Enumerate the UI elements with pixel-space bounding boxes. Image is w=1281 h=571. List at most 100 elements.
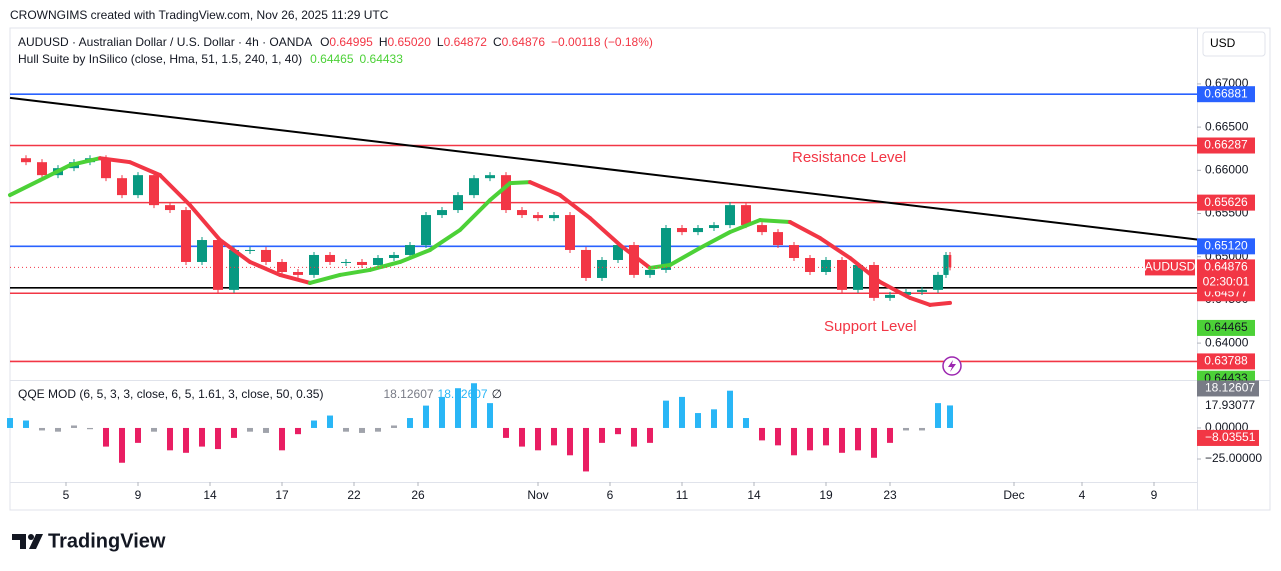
level-tag-label: 0.63788 [1204,354,1248,368]
value-tag [1197,429,1259,446]
candle [357,261,367,265]
candle [405,245,415,255]
value-tag-label: 17.93077 [1205,398,1255,412]
candle [389,254,399,258]
histogram-bar [567,427,573,456]
candle [645,269,655,275]
level-tag-label: 0.66881 [1204,86,1248,100]
hull-segment [8,178,42,198]
candle [197,240,207,262]
candle [565,215,575,250]
candle [501,175,511,211]
resistance-label: Resistance Level [792,149,906,166]
hull-segment [848,255,882,284]
histogram-bar [231,427,237,438]
histogram-bar [471,383,477,428]
candle [229,249,239,290]
candle [837,259,847,290]
indicator-legend: Hull Suite by InSilico (close, Hma, 51, … [18,52,409,66]
histogram-bar [439,396,445,428]
histogram-bar [791,427,797,456]
x-tick-label: 6 [607,488,614,502]
histogram-bar [871,427,877,458]
chart-frame [9,27,1271,511]
histogram-bar [183,427,189,453]
histogram-bar [199,427,205,447]
level-tag [1197,137,1255,154]
histogram-bar [87,427,93,430]
indicator: Hull Suite by InSilico (close, Hma, 51, … [18,52,303,66]
histogram-bar [279,427,285,451]
hull-segment [368,259,402,272]
level-tag-label: 0.65120 [1204,239,1248,253]
symbol-tag-label: AUDUSD [1145,260,1196,274]
x-tick-label: 14 [203,488,217,502]
candle [853,264,863,290]
histogram-bar [903,427,909,431]
x-tick-label: 26 [411,488,425,502]
candle [325,254,335,262]
hull-segment [458,198,492,233]
candle [309,254,319,275]
value-tag-label: 18.12607 [1205,381,1255,395]
candle [469,178,479,196]
logo-text: TradingView [48,530,166,552]
qqe-value: 18.12607 [383,387,434,401]
qqe-title: QQE MOD (6, 5, 3, 3, close, 6, 5, 1.61, … [18,387,324,401]
candle [485,175,495,179]
hull-segment [308,272,342,285]
hull-segment [618,243,652,270]
histogram-bar [359,427,365,433]
histogram-bar [839,427,845,453]
histogram-bar [887,427,893,443]
hull-segment [68,156,102,168]
hull-segment [428,228,462,252]
hull-segment [928,300,952,307]
candle [133,175,143,196]
candle [21,158,31,163]
candle [948,254,952,268]
x-tick-label: Nov [527,488,548,502]
histogram-bar [71,425,77,428]
candle [341,261,351,263]
candle [261,249,271,262]
candle [869,264,879,298]
histogram-bar [263,427,269,433]
price-tag [1197,259,1255,292]
logo-icon [12,534,43,549]
candle [533,215,543,219]
histogram-bar [743,418,749,428]
hull-segment [278,272,312,285]
histogram-bar [119,427,125,463]
histogram-bar [295,427,301,435]
histogram-bar [519,427,525,447]
level-tag [1197,353,1255,370]
level-tag [1197,238,1255,255]
level-tag [1197,86,1255,103]
hull-segment [588,216,622,248]
candle [741,205,751,226]
x-tick-label: 22 [347,488,361,502]
level-tag-label: 0.65626 [1204,195,1248,209]
histogram-bar [535,427,541,451]
histogram-bar [311,420,317,428]
histogram-bar [647,427,653,443]
candle [149,175,159,206]
candle [821,259,831,272]
histogram-bar [947,405,953,428]
candle [629,245,639,275]
y-tick-label: 0.64000 [1205,335,1249,349]
candle [901,291,911,295]
hull-segment [218,238,252,264]
x-tick-label: 5 [63,488,70,502]
candle [581,249,591,278]
histogram-bar [775,427,781,446]
candle [933,274,943,290]
hull-segment [188,203,222,243]
candle [453,195,463,211]
change: −0.00118 (−0.18%) [551,35,653,49]
hull-segment [398,247,432,264]
histogram-bar [103,427,109,447]
hull-segment [908,295,932,307]
